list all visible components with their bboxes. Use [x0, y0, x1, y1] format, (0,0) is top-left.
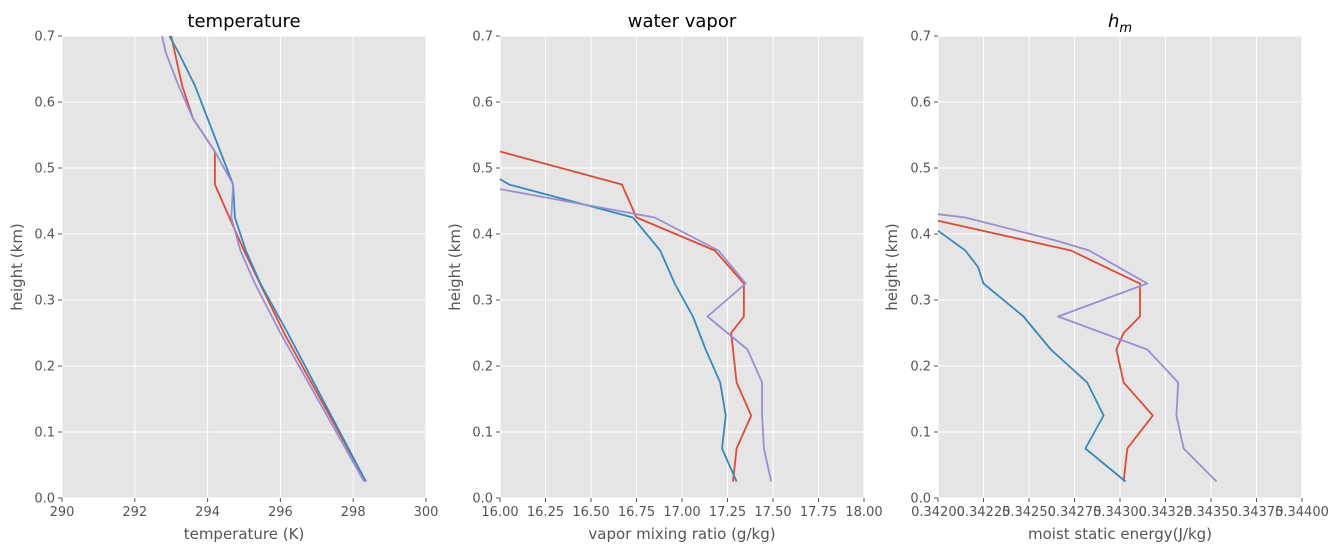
x-tick-label: 298: [341, 505, 366, 520]
y-tick-label: 0.1: [472, 426, 493, 441]
x-tick-label: 16.00: [481, 505, 518, 520]
y-axis-label: height (km): [8, 223, 26, 311]
series-line: [937, 219, 1154, 482]
x-axis-label: moist static energy(J/kg): [1028, 525, 1212, 543]
y-tick-label: 0.4: [472, 228, 493, 243]
y-tick-label: 0.7: [910, 30, 931, 45]
y-tick-labels: 0.0 0.1 0.2 0.3 0.4 0.5 0.6 0.7: [34, 30, 62, 507]
y-axis-label: height (km): [883, 223, 901, 311]
series-line: [937, 213, 1218, 483]
y-tick-labels: 0.0 0.1 0.2 0.3 0.4 0.5 0.6 0.7: [910, 30, 938, 507]
y-tick-label: 0.6: [472, 96, 493, 111]
series-line: [937, 229, 1127, 483]
water-vapor-panel: 16.00 16.25 16.50 16.75 17.00 17.25 17.50 17.75…: [446, 11, 883, 543]
x-tick-label: 17.50: [754, 505, 791, 520]
y-tick-label: 0.4: [910, 228, 931, 243]
y-tick-label: 0.6: [34, 96, 55, 111]
x-axis-label: temperature (K): [184, 525, 305, 543]
x-tick-label: 17.25: [709, 505, 746, 520]
y-tick-label: 0.3: [34, 294, 55, 309]
y-tick-label: 0.0: [34, 492, 55, 507]
y-tick-label: 0.1: [910, 426, 931, 441]
x-tick-label: 0.34400: [1275, 505, 1329, 520]
x-axis-label: vapor mixing ratio (g/kg): [588, 525, 775, 543]
series-line: [170, 35, 367, 482]
x-tick-label: 294: [195, 505, 220, 520]
y-tick-label: 0.5: [34, 162, 55, 177]
x-tick-label: 300: [414, 505, 439, 520]
x-tick-labels: 0.342000.342250.342500.342750.343000.343…: [911, 498, 1329, 520]
y-tick-label: 0.0: [910, 492, 931, 507]
series-group: [499, 150, 773, 482]
y-tick-label: 0.3: [910, 294, 931, 309]
y-tick-label: 0.5: [910, 162, 931, 177]
plot-area: [62, 36, 426, 498]
x-tick-label: 0.34200: [911, 505, 965, 520]
x-tick-label: 18.00: [845, 505, 882, 520]
moist-static-energy-panel: 0.342000.342250.342500.342750.343000.343…: [883, 11, 1329, 543]
x-tick-label: 0.34250: [1002, 505, 1056, 520]
series-line: [499, 188, 773, 482]
y-tick-label: 0.5: [472, 162, 493, 177]
series-line: [499, 150, 753, 482]
x-tick-label: 0.34300: [1093, 505, 1147, 520]
x-tick-label: 0.34375: [1230, 505, 1284, 520]
chart-title-main: h: [1108, 11, 1119, 32]
chart-title-subscript: m: [1119, 21, 1132, 36]
x-tick-label: 0.34225: [957, 505, 1011, 520]
y-tick-label: 0.4: [34, 228, 55, 243]
x-tick-label: 0.34325: [1139, 505, 1193, 520]
y-tick-label: 0.1: [34, 426, 55, 441]
series-group: [937, 213, 1218, 483]
y-tick-label: 0.7: [34, 30, 55, 45]
x-tick-label: 17.00: [663, 505, 700, 520]
grid-lines: [61, 35, 427, 499]
y-axis-label: height (km): [446, 223, 464, 311]
y-tick-label: 0.2: [472, 360, 493, 375]
y-tick-label: 0.2: [34, 360, 55, 375]
x-tick-label: 290: [50, 505, 75, 520]
x-tick-label: 16.75: [618, 505, 655, 520]
x-tick-label: 16.25: [527, 505, 564, 520]
series-group: [161, 35, 367, 482]
chart-title: water vapor: [628, 11, 737, 32]
series-line: [161, 35, 365, 482]
x-tick-label: 17.75: [800, 505, 837, 520]
y-tick-label: 0.2: [910, 360, 931, 375]
x-tick-label: 0.34350: [1184, 505, 1238, 520]
x-tick-label: 0.34275: [1048, 505, 1102, 520]
x-tick-label: 292: [122, 505, 147, 520]
x-tick-label: 296: [268, 505, 293, 520]
x-tick-label: 16.50: [572, 505, 609, 520]
y-tick-label: 0.6: [910, 96, 931, 111]
y-tick-label: 0.0: [472, 492, 493, 507]
y-tick-labels: 0.0 0.1 0.2 0.3 0.4 0.5 0.6 0.7: [472, 30, 500, 507]
grid-lines: [499, 35, 865, 499]
series-line: [168, 35, 367, 482]
y-tick-label: 0.3: [472, 294, 493, 309]
x-tick-labels: 290 292 294 296 298 300: [50, 498, 439, 520]
temperature-panel: 290 292 294 296 298 300 0.0 0.1 0.2 0.3 0.4 0.5 0.6…: [8, 11, 438, 543]
x-tick-labels: 16.00 16.25 16.50 16.75 17.00 17.25 17.50 17.75…: [481, 498, 883, 520]
chart-title: hm: [1108, 11, 1132, 36]
chart-title: temperature: [187, 11, 300, 32]
y-tick-label: 0.7: [472, 30, 493, 45]
